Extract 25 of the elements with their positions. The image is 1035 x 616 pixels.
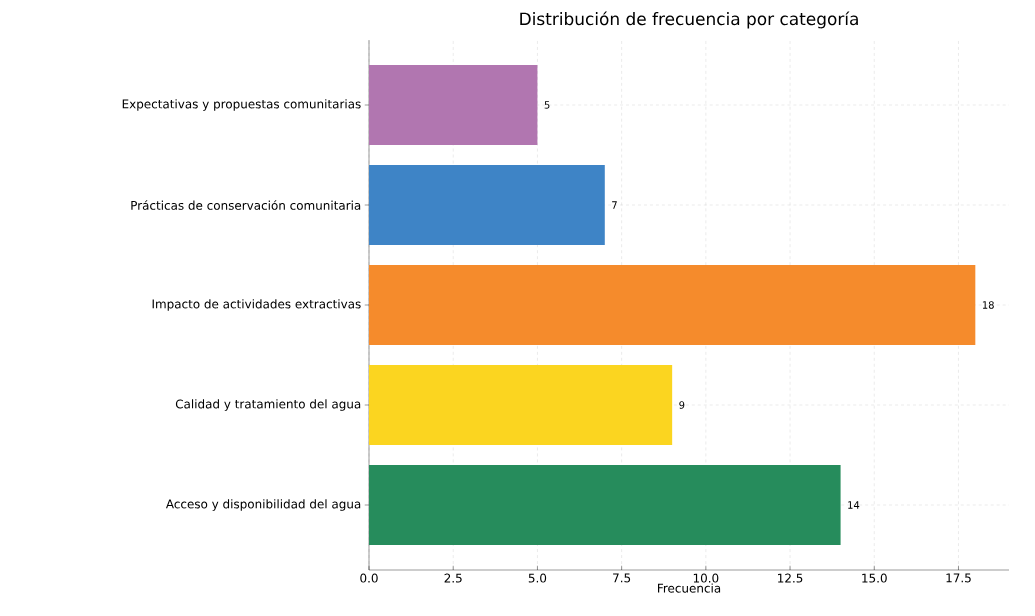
data-label: 9 [679, 401, 685, 409]
bar [369, 65, 538, 145]
x-tick-label: 2.5 [444, 573, 462, 583]
y-tick-label: Prácticas de conservación comunitaria [131, 200, 361, 210]
data-label: 18 [982, 301, 994, 309]
y-tick-label: Acceso y disponibilidad del agua [165, 499, 361, 511]
x-tick-label: 15.0 [862, 573, 887, 583]
x-tick-label: 0.0 [360, 573, 378, 583]
x-tick-label: 12.5 [778, 573, 803, 583]
data-label: 7 [612, 201, 617, 209]
y-tick-label: Expectativas y propuestas comunitarias [122, 99, 361, 111]
x-tick-label: 7.5 [613, 573, 631, 583]
data-label: 14 [848, 501, 860, 509]
bar [369, 165, 605, 245]
chart-title: Distribución de frecuencia por categoría [520, 11, 858, 29]
data-label: 5 [544, 101, 550, 109]
y-tick-label: Impacto de actividades extractivas [152, 299, 361, 311]
x-tick-label: 5.0 [528, 573, 547, 583]
x-tick-label: 17.5 [946, 573, 971, 583]
bar [369, 265, 976, 345]
bar [369, 365, 673, 445]
y-tick-label: Calidad y tratamiento del agua [175, 399, 361, 411]
bar [369, 465, 841, 545]
x-axis-title: Frecuencia [658, 583, 721, 593]
x-tick-label: 10.0 [693, 573, 719, 583]
